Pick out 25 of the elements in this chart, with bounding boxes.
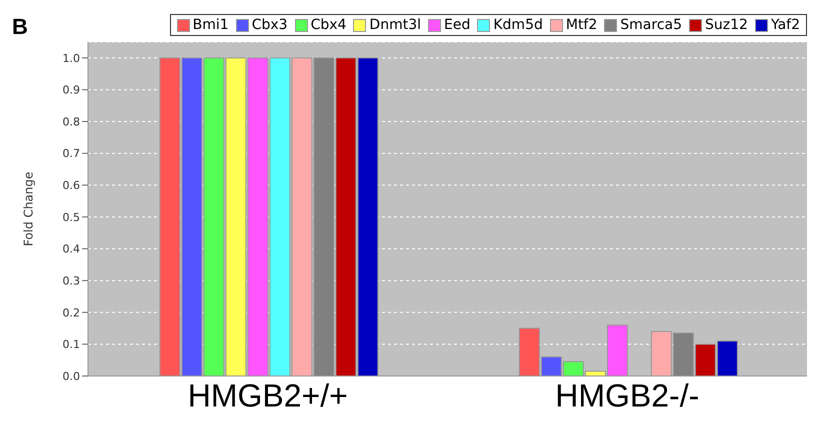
- legend-label: Eed: [443, 17, 470, 33]
- y-tick-label: 0.6: [62, 179, 80, 192]
- x-tick-label: HMGB2-/-: [555, 378, 700, 414]
- y-tick-label: 1.0: [62, 52, 80, 65]
- y-tick-label: 0.5: [62, 210, 80, 224]
- x-tick-label: HMGB2+/+: [188, 378, 348, 414]
- legend-label: Yaf2: [770, 17, 800, 33]
- legend-label: Smarca5: [619, 17, 682, 33]
- legend-label: Suz12: [704, 17, 748, 33]
- y-tick-label: 0.1: [62, 338, 80, 352]
- legend-label: Bmi1: [192, 17, 229, 33]
- legend-label: Cbx4: [310, 17, 346, 33]
- y-tick-label: 0.3: [62, 274, 80, 288]
- y-tick-label: 0.0: [62, 370, 80, 383]
- y-tick-label: 0.9: [62, 84, 80, 97]
- legend-label: Dnmt3l: [368, 17, 421, 33]
- y-axis-title: Fold Change: [21, 172, 36, 246]
- y-tick-label: 0.2: [62, 306, 80, 320]
- legend-label: Kdm5d: [492, 17, 543, 33]
- y-tick-label: 0.7: [62, 147, 80, 160]
- y-tick-label: 0.8: [62, 115, 80, 128]
- y-tick-label: 0.4: [62, 242, 80, 256]
- chart-title: B: [12, 14, 28, 40]
- legend-label: Mtf2: [564, 17, 598, 33]
- legend-label: Cbx3: [250, 17, 288, 33]
